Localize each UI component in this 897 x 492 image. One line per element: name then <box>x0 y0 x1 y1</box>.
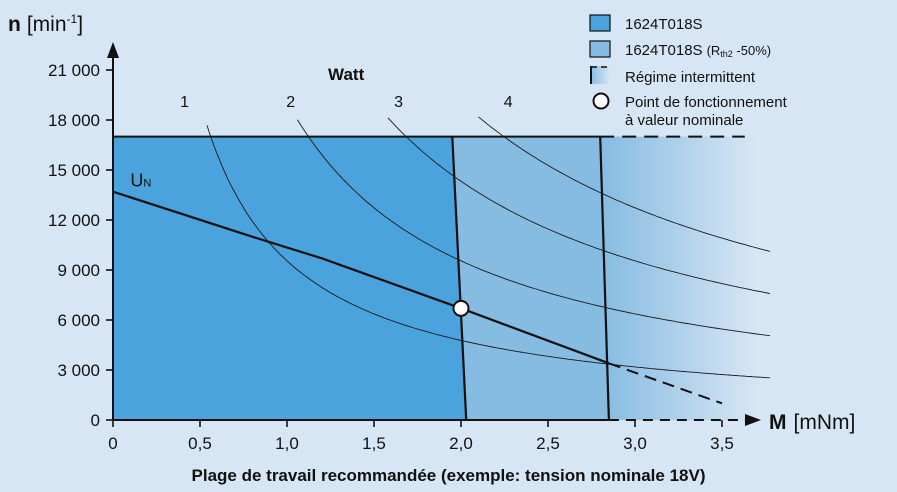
x-axis-title: M [mNm] <box>769 411 855 434</box>
y-tick-label: 3 000 <box>57 361 100 380</box>
chart-caption: Plage de travail recommandée (exemple: t… <box>191 466 706 485</box>
legend-label-rth-prefix: (R <box>707 43 721 58</box>
power-curve-labels: 1 2 3 4 <box>180 94 513 111</box>
x-tick-label: 2,0 <box>449 434 473 453</box>
series-label-un: UN <box>130 171 151 191</box>
legend-circle-icon <box>592 92 610 110</box>
y-axis-title-unit-prefix: [min <box>27 13 67 36</box>
power-curve-label-4: 4 <box>504 94 513 111</box>
legend-swatch-rth <box>589 40 611 58</box>
y-axis-title-unit-sup: -1 <box>67 12 78 26</box>
power-curve-label-2: 2 <box>286 94 295 111</box>
y-tick-label: 6 000 <box>57 311 100 330</box>
x-axis-arrow <box>745 414 761 426</box>
continuous-torque-limit <box>451 136 468 421</box>
x-tick-label: 3,5 <box>710 434 734 453</box>
power-curve-label-1: 1 <box>180 94 189 111</box>
speed-torque-line <box>112 190 610 365</box>
y-axis-title-symbol: n <box>8 13 21 36</box>
legend-label-rth-suffix: -50%) <box>733 43 771 58</box>
legend-swatch-continuous <box>589 14 611 32</box>
watt-label: Watt <box>328 65 365 84</box>
x-tick-label: 3,0 <box>623 434 647 453</box>
legend-label-rth-main: 1624T018S <box>625 42 703 59</box>
y-tick-label: 0 <box>91 411 100 430</box>
series-label-un-sub: N <box>143 178 151 190</box>
y-axis-title: n [min-1] <box>8 12 83 36</box>
x-tick-label: 1,0 <box>275 434 299 453</box>
power-curve-label-3: 3 <box>394 94 403 111</box>
legend-swatch-intermittent <box>590 66 610 84</box>
operating-point <box>452 299 470 317</box>
y-axis-title-unit-suffix: ] <box>77 13 83 36</box>
x-tick-label: 1,5 <box>362 434 386 453</box>
region-boundaries <box>113 135 745 421</box>
y-tick-label: 21 000 <box>48 61 100 80</box>
power-curve-2 <box>297 119 770 337</box>
y-tick-label: 12 000 <box>48 211 100 230</box>
y-axis-arrow <box>107 42 119 58</box>
y-tick-label: 18 000 <box>48 111 100 130</box>
x-tick-label: 2,5 <box>536 434 560 453</box>
continuous-region <box>113 136 467 420</box>
power-curve-1 <box>206 125 770 379</box>
legend-label-rth-sub: th2 <box>720 49 733 59</box>
operating-regions <box>113 136 757 420</box>
speed-torque-line-extension <box>608 362 723 405</box>
y-ticks: 0 3 000 6 000 9 000 12 000 15 000 18 000 21 000 <box>48 61 113 430</box>
legend-label-continuous: 1624T018S <box>625 16 703 33</box>
legend-label-operating-point: Point de fonctionnement <box>625 94 788 111</box>
legend-label-operating-point-2: à valeur nominale <box>625 112 743 129</box>
power-curve-4 <box>478 116 770 252</box>
y-tick-label: 15 000 <box>48 161 100 180</box>
rth-torque-limit <box>599 136 610 421</box>
axes <box>107 42 761 426</box>
legend-label-intermittent: Régime intermittent <box>625 69 756 86</box>
x-axis-title-symbol: M <box>769 411 787 434</box>
x-ticks: 0 0,5 1,0 1,5 2,0 2,5 3,0 3,5 <box>108 420 734 453</box>
x-tick-label: 0 <box>108 434 117 453</box>
x-tick-label: 0,5 <box>188 434 212 453</box>
y-tick-label: 9 000 <box>57 261 100 280</box>
series-label-un-main: U <box>130 171 143 191</box>
legend: 1624T018S 1624T018S (Rth2 -50%) Régime in… <box>589 14 788 129</box>
x-axis-title-unit: [mNm] <box>794 411 856 434</box>
legend-label-rth: 1624T018S (Rth2 -50%) <box>625 42 771 59</box>
